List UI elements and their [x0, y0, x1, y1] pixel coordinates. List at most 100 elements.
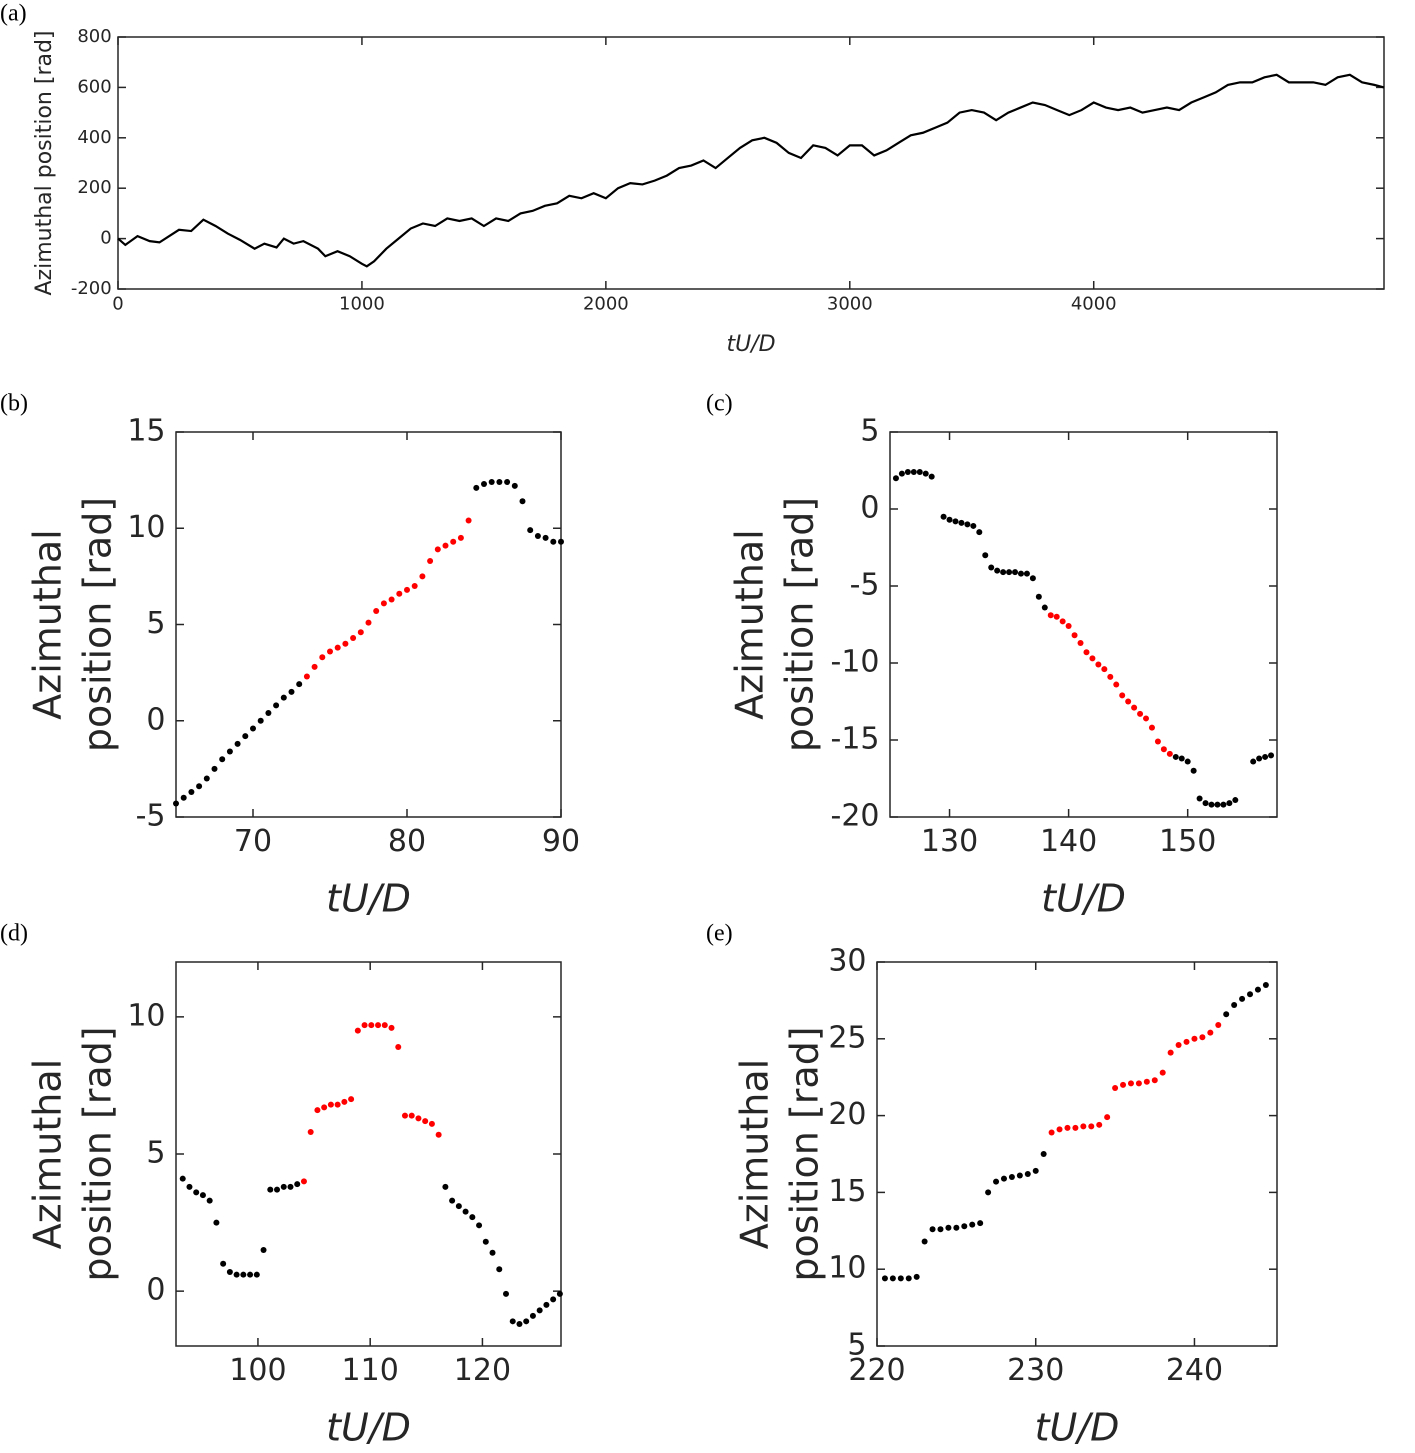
x-axis-label: tU/D [726, 332, 775, 357]
data-point [1104, 1114, 1111, 1121]
data-point [321, 1104, 328, 1111]
data-point [536, 1307, 543, 1314]
data-point [220, 1260, 227, 1267]
data-point [1215, 1021, 1222, 1028]
data-point [1226, 800, 1233, 807]
data-point [375, 1022, 382, 1029]
panel-label: (c) [706, 391, 733, 417]
x-axis-label: tU/D [326, 877, 411, 921]
data-point [529, 1312, 536, 1319]
data-line [117, 73, 1385, 268]
data-point [401, 1112, 408, 1119]
data-point [395, 1044, 402, 1051]
y-tick-label: 0 [146, 702, 165, 737]
data-point [1101, 666, 1108, 673]
data-point [534, 532, 541, 539]
data-point [1041, 604, 1048, 611]
data-point [303, 673, 310, 680]
x-axis-label: tU/D [1041, 877, 1126, 921]
data-point [361, 1022, 368, 1029]
data-point [422, 1118, 429, 1125]
data-point [482, 1238, 489, 1245]
data-point [327, 648, 333, 655]
data-point [970, 522, 977, 529]
data-point [1032, 1167, 1039, 1174]
data-point [1262, 753, 1269, 760]
data-point [550, 538, 557, 545]
x-axis-label: tU/D [326, 1406, 411, 1450]
data-point [455, 1203, 462, 1210]
data-point [1065, 623, 1072, 630]
data-point [1172, 753, 1179, 760]
data-point [267, 1186, 274, 1193]
data-point [428, 1120, 435, 1127]
data-point [977, 1220, 984, 1227]
data-point [1232, 797, 1239, 804]
data-point [442, 542, 449, 549]
data-point [488, 479, 495, 486]
data-point [1119, 692, 1126, 699]
data-point [388, 1024, 395, 1031]
data-point [373, 608, 380, 615]
x-tick-label: 220 [848, 1353, 905, 1388]
y-tick-label: 5 [146, 606, 165, 641]
data-point [976, 529, 983, 536]
plot-frame [876, 961, 1278, 1347]
data-point [368, 1022, 375, 1029]
x-tick-label: 100 [229, 1353, 286, 1388]
data-point [1137, 710, 1144, 717]
y-tick-label: 5 [847, 1328, 866, 1363]
data-point [928, 473, 935, 480]
data-point [511, 482, 518, 489]
data-point [206, 1197, 213, 1204]
x-tick-label: 140 [1040, 824, 1097, 859]
data-point [929, 1226, 936, 1233]
data-point [357, 629, 364, 636]
data-point [1250, 758, 1257, 765]
data-point [247, 1271, 254, 1278]
data-point [1135, 1080, 1142, 1087]
panel-label: (a) [0, 1, 27, 27]
data-point [419, 573, 426, 580]
data-point [1048, 1129, 1055, 1136]
data-point [952, 518, 959, 525]
x-tick-label: 1000 [339, 293, 385, 314]
data-point [265, 710, 272, 717]
plot-frame [889, 431, 1278, 818]
data-point [1016, 1172, 1023, 1179]
x-tick-label: 230 [1007, 1353, 1064, 1388]
data-point [234, 740, 241, 747]
data-point [1053, 613, 1060, 620]
y-tick-label: 0 [146, 1273, 165, 1308]
data-point [889, 1275, 896, 1282]
data-point [1000, 569, 1007, 576]
data-point [1017, 570, 1024, 577]
data-point [961, 1223, 968, 1230]
data-point [1080, 1123, 1087, 1130]
data-point [1077, 639, 1084, 646]
data-point [958, 519, 965, 526]
data-point [550, 1296, 557, 1303]
data-point [213, 1219, 220, 1226]
y-axis-label: Azimuthal [728, 529, 772, 719]
data-point [982, 552, 989, 559]
data-point [294, 1181, 301, 1188]
x-tick-label: 70 [234, 824, 272, 859]
data-point [1220, 801, 1227, 808]
data-point [1151, 1077, 1158, 1084]
data-point [1035, 593, 1042, 600]
y-tick-label: 800 [77, 26, 111, 47]
data-point [945, 1224, 952, 1231]
data-point [1071, 632, 1078, 639]
data-point [1083, 649, 1090, 656]
data-point [1088, 1123, 1095, 1130]
y-tick-label: 10 [127, 998, 165, 1033]
x-tick-label: 4000 [1071, 293, 1117, 314]
data-point [354, 1027, 361, 1034]
y-tick-label: 600 [77, 76, 111, 97]
data-point [523, 1318, 530, 1325]
data-point [1024, 1170, 1031, 1177]
data-point [1120, 1081, 1127, 1088]
data-point [476, 1222, 483, 1229]
y-axis-label: position [rad] [76, 497, 120, 752]
